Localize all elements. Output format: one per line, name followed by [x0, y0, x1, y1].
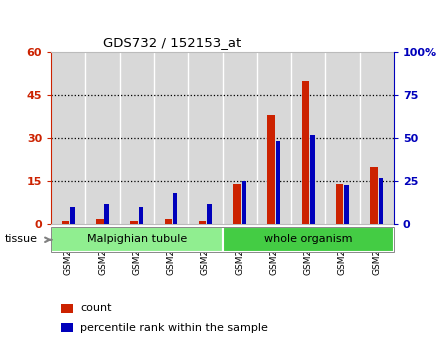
Bar [62, 221, 69, 224]
Bar [242, 181, 246, 224]
Bar [370, 167, 378, 224]
Bar [120, 52, 154, 224]
Bar [51, 227, 223, 252]
Bar [173, 193, 178, 224]
Bar [154, 52, 188, 224]
Bar [336, 184, 344, 224]
Bar [276, 141, 280, 224]
Text: percentile rank within the sample: percentile rank within the sample [80, 323, 268, 333]
Bar [51, 52, 85, 224]
Bar [310, 135, 315, 224]
Bar [139, 207, 143, 224]
Bar [70, 207, 75, 224]
Text: GDS732 / 152153_at: GDS732 / 152153_at [103, 36, 241, 49]
Bar [302, 80, 309, 224]
Text: Malpighian tubule: Malpighian tubule [87, 234, 187, 244]
Text: whole organism: whole organism [264, 234, 352, 244]
Bar [165, 218, 172, 224]
Bar [344, 185, 349, 224]
Bar [360, 52, 394, 224]
Bar [257, 52, 291, 224]
Bar [61, 324, 73, 332]
Bar [96, 218, 104, 224]
Bar [61, 304, 73, 313]
Bar [207, 204, 212, 224]
Bar [291, 52, 325, 224]
Text: count: count [80, 304, 112, 314]
Bar [85, 52, 120, 224]
Bar [199, 221, 206, 224]
Bar [105, 204, 109, 224]
Bar [222, 227, 394, 252]
Bar [188, 52, 222, 224]
Text: tissue: tissue [4, 234, 37, 244]
Bar [222, 52, 257, 224]
Bar [130, 221, 138, 224]
Bar [379, 178, 383, 224]
Bar [233, 184, 241, 224]
Bar [267, 115, 275, 224]
Bar [325, 52, 360, 224]
